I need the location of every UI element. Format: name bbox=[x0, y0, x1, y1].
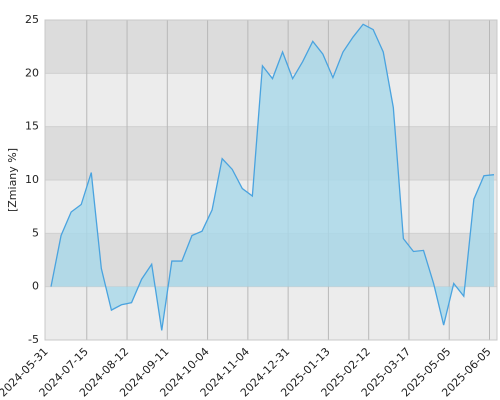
y-tick-label: 15 bbox=[25, 120, 39, 133]
y-axis-label: [Zmiany %] bbox=[6, 148, 19, 212]
y-tick-label: 10 bbox=[25, 173, 39, 186]
area-fill bbox=[51, 24, 494, 331]
plot-border bbox=[44, 19, 498, 341]
y-tick-label: 5 bbox=[32, 226, 39, 239]
y-tick-label: 20 bbox=[25, 66, 39, 79]
grid-band bbox=[45, 20, 497, 74]
y-tick-label: 0 bbox=[32, 280, 39, 293]
line bbox=[50, 23, 495, 331]
y-tick-label: -5 bbox=[28, 333, 39, 346]
y-tick-label: 25 bbox=[25, 13, 39, 26]
